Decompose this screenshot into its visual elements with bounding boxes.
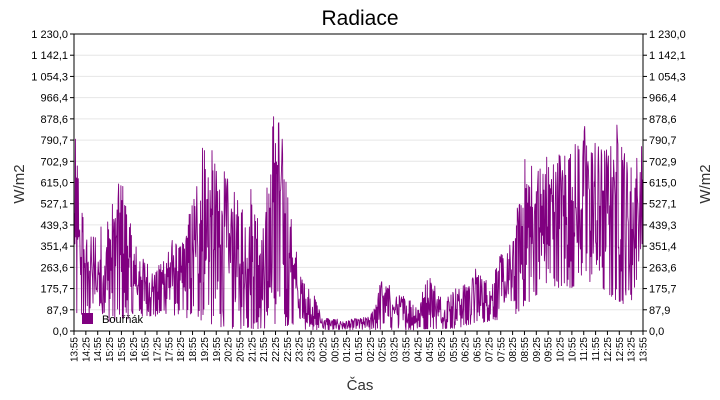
x-tick-label: 04:25 xyxy=(413,337,424,362)
legend: Bouřňák xyxy=(82,313,143,326)
x-tick-label: 11:25 xyxy=(579,337,590,362)
x-tick-label: 20:25 xyxy=(224,337,235,362)
legend-label: Bouřňák xyxy=(102,314,143,326)
y-tick-label-right: 87,9 xyxy=(649,305,670,317)
y-tick-label-right: 702,9 xyxy=(649,156,677,168)
x-tick-label: 08:55 xyxy=(520,337,531,362)
x-tick-label: 02:55 xyxy=(378,337,389,362)
x-tick-label: 08:25 xyxy=(508,337,519,362)
y-tick-label-left: 175,7 xyxy=(40,284,68,296)
x-tick-label: 07:55 xyxy=(496,337,507,362)
x-tick-label: 16:55 xyxy=(141,337,152,362)
x-tick-label: 05:25 xyxy=(437,337,448,362)
x-tick-label: 07:25 xyxy=(484,337,495,362)
y-tick-label-right: 175,7 xyxy=(649,284,677,296)
x-tick-label: 17:55 xyxy=(164,337,175,362)
x-tick-label: 03:55 xyxy=(401,337,412,362)
x-tick-label: 09:25 xyxy=(532,337,543,362)
chart-title: Radiace xyxy=(321,7,398,30)
x-tick-label: 14:25 xyxy=(81,337,92,362)
x-tick-label: 23:55 xyxy=(307,337,318,362)
x-tick-label: 01:55 xyxy=(354,337,365,362)
y-tick-label-left: 1 230,0 xyxy=(31,29,68,41)
x-tick-label: 10:55 xyxy=(567,337,578,362)
y-tick-label-right: 1 230,0 xyxy=(649,29,686,41)
y-tick-label-left: 790,7 xyxy=(40,135,68,147)
y-tick-label-right: 615,0 xyxy=(649,178,677,190)
y-tick-label-left: 615,0 xyxy=(40,178,68,190)
y-tick-label-right: 966,4 xyxy=(649,93,677,105)
y-tick-label-right: 1 054,3 xyxy=(649,71,686,83)
x-tick-label: 02:25 xyxy=(366,337,377,362)
x-tick-label: 18:55 xyxy=(188,337,199,362)
x-tick-label: 04:55 xyxy=(425,337,436,362)
y-tick-label-right: 527,1 xyxy=(649,199,677,211)
y-tick-label-left: 1 054,3 xyxy=(31,71,68,83)
y-tick-label-left: 439,3 xyxy=(40,220,68,232)
y-tick-label-right: 439,3 xyxy=(649,220,677,232)
y-tick-label-left: 87,9 xyxy=(47,305,68,317)
x-tick-label: 13:55 xyxy=(639,337,650,362)
x-tick-label: 00:55 xyxy=(330,337,341,362)
x-tick-label: 22:25 xyxy=(271,337,282,362)
x-tick-label: 22:55 xyxy=(283,337,294,362)
x-tick-label: 00:25 xyxy=(318,337,329,362)
y-tick-label-left: 263,6 xyxy=(40,262,68,274)
x-tick-label: 15:55 xyxy=(117,337,128,362)
y-tick-label-right: 790,7 xyxy=(649,135,677,147)
x-tick-label: 18:25 xyxy=(176,337,187,362)
x-tick-label: 03:25 xyxy=(390,337,401,362)
x-tick-label: 19:25 xyxy=(200,337,211,362)
y-tick-label-right: 351,4 xyxy=(649,241,677,253)
x-axis: 13:55 14:25 14:55 15:25 15:55 16:25 16:55 17:25… xyxy=(70,331,650,362)
y-axis-title-left: W/m2 xyxy=(11,164,28,203)
x-tick-label: 21:25 xyxy=(247,337,258,362)
y-tick-label-left: 702,9 xyxy=(40,156,68,168)
y-tick-label-left: 0,0 xyxy=(53,326,68,338)
x-tick-label: 14:55 xyxy=(93,337,104,362)
x-tick-label: 01:25 xyxy=(342,337,353,362)
series-layer xyxy=(73,116,644,331)
x-tick-label: 10:25 xyxy=(556,337,567,362)
x-tick-label: 20:55 xyxy=(235,337,246,362)
y-tick-label-right: 0,0 xyxy=(649,326,664,338)
y-tick-label-left: 878,6 xyxy=(40,114,68,126)
y-axis-left: 0,0 87,9 175,7 263,6 351,4 439,3 527,1 615,0 702… xyxy=(31,29,74,338)
y-tick-label-right: 1 142,1 xyxy=(649,50,686,62)
x-tick-label: 13:25 xyxy=(627,337,638,362)
y-tick-label-left: 351,4 xyxy=(40,241,68,253)
x-tick-label: 11:55 xyxy=(591,337,602,362)
y-tick-label-left: 527,1 xyxy=(40,199,68,211)
x-tick-label: 12:25 xyxy=(603,337,614,362)
x-tick-label: 23:25 xyxy=(295,337,306,362)
x-tick-label: 17:25 xyxy=(152,337,163,362)
x-tick-label: 19:55 xyxy=(212,337,223,362)
x-tick-label: 12:55 xyxy=(615,337,626,362)
x-tick-label: 09:55 xyxy=(544,337,555,362)
x-tick-label: 21:55 xyxy=(259,337,270,362)
y-axis-title-right: W/m2 xyxy=(697,164,714,203)
y-axis-right: 0,0 87,9 175,7 263,6 351,4 439,3 527,1 615,0 702… xyxy=(643,29,686,338)
x-tick-label: 06:55 xyxy=(473,337,484,362)
x-tick-label: 05:55 xyxy=(449,337,460,362)
y-tick-label-left: 966,4 xyxy=(40,93,68,105)
x-tick-label: 15:25 xyxy=(105,337,116,362)
y-tick-label-left: 1 142,1 xyxy=(31,50,68,62)
y-tick-label-right: 263,6 xyxy=(649,262,677,274)
series-line-bournak xyxy=(73,116,644,331)
x-axis-title: Čas xyxy=(347,377,374,394)
y-tick-label-right: 878,6 xyxy=(649,114,677,126)
x-tick-label: 16:25 xyxy=(129,337,140,362)
x-tick-label: 06:25 xyxy=(461,337,472,362)
x-tick-label: 13:55 xyxy=(70,337,81,362)
legend-swatch xyxy=(82,313,93,324)
